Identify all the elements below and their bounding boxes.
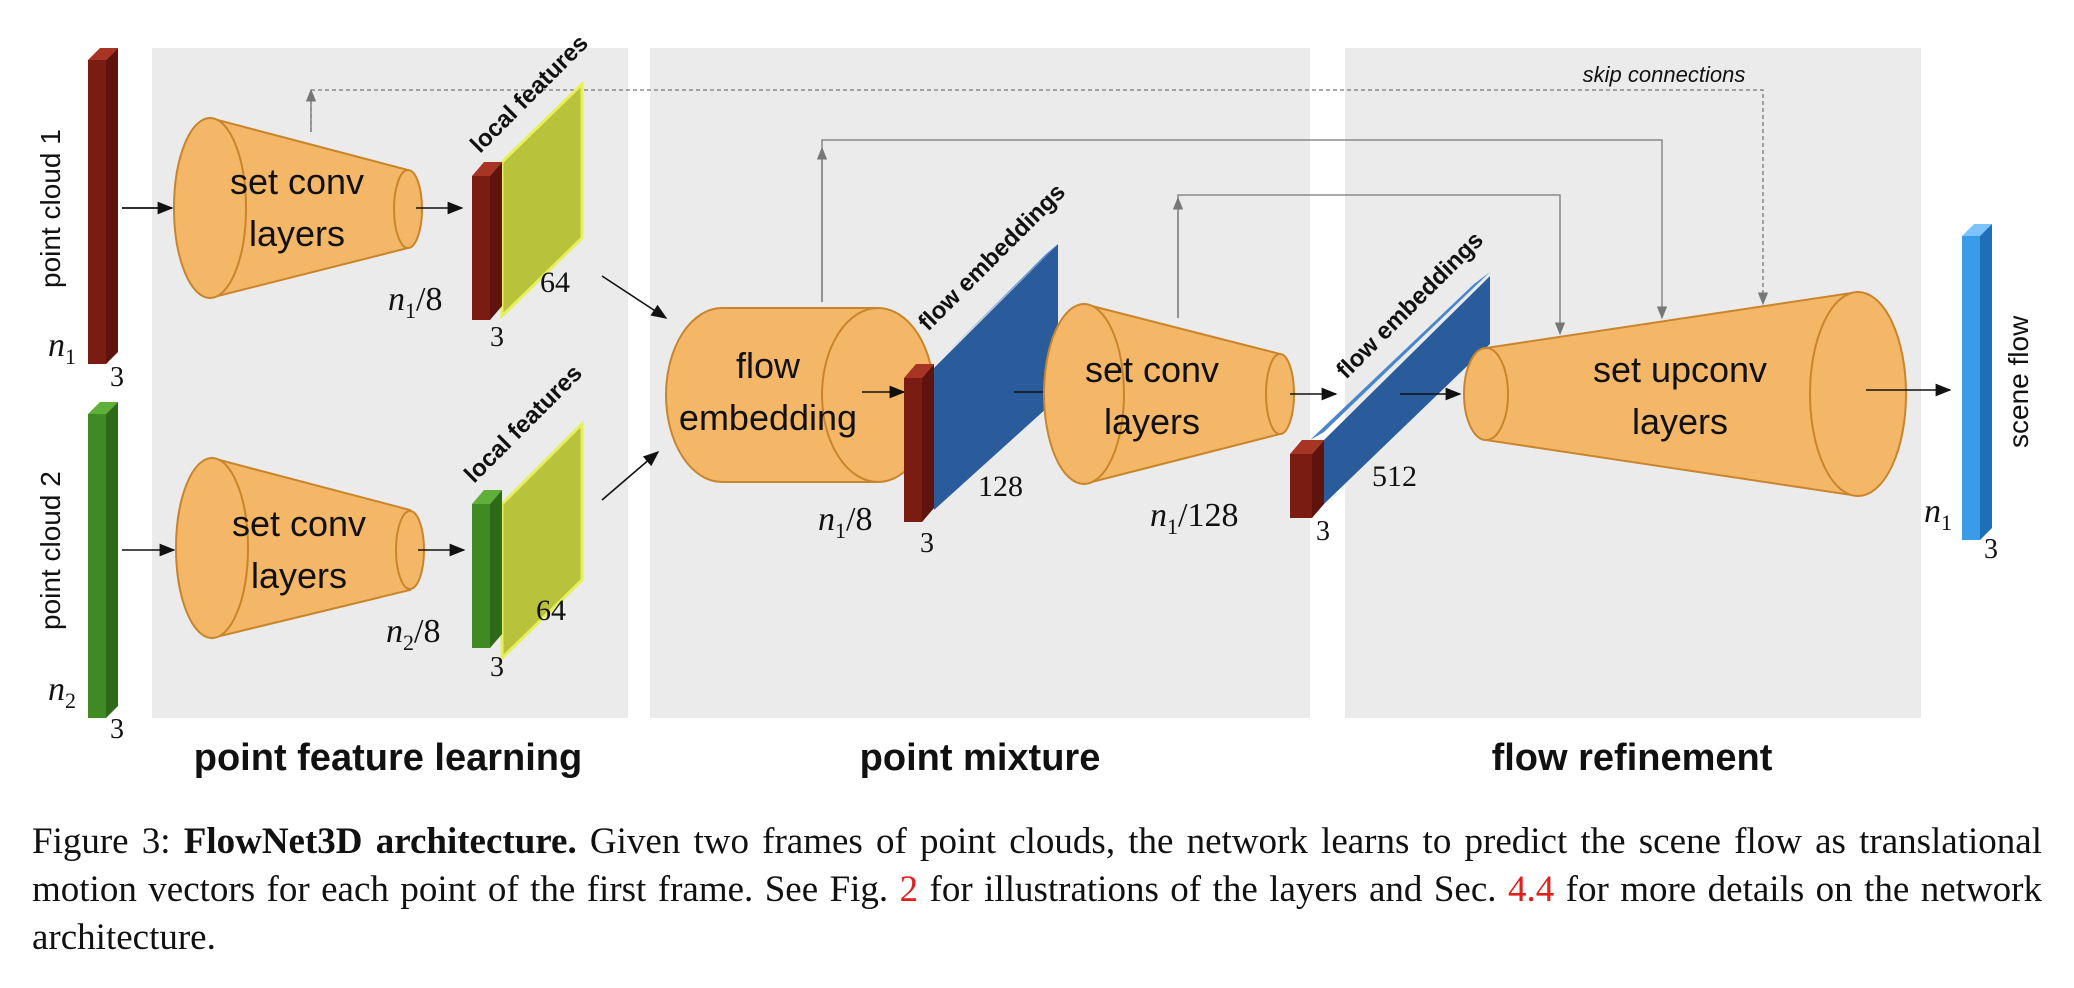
feature-128-label: 128 bbox=[978, 470, 1023, 503]
three-label-3: 3 bbox=[920, 528, 934, 559]
section-title-feature-learning: point feature learning bbox=[194, 737, 582, 779]
set-conv-block-3 bbox=[1043, 302, 1295, 486]
arrow-features1-flow bbox=[601, 275, 668, 319]
set-upconv-block bbox=[1463, 290, 1907, 498]
set-conv-2-line2: layers bbox=[251, 555, 347, 596]
caption-figure-ref[interactable]: 2 bbox=[899, 869, 919, 910]
set-conv-3-line1: set conv bbox=[1085, 349, 1219, 390]
feature-512-label: 512 bbox=[1372, 460, 1417, 493]
flow-embedding-block bbox=[665, 307, 935, 483]
caption-text-3: for more details on the network architec… bbox=[32, 869, 2042, 958]
caption-section-ref[interactable]: 4.4 bbox=[1507, 869, 1555, 910]
point-cloud-2-label: point cloud 2 bbox=[35, 471, 66, 630]
point-cloud-1-label: point cloud 1 bbox=[35, 129, 66, 288]
feature-64-label-2: 64 bbox=[536, 594, 566, 627]
feature-64-label-1: 64 bbox=[540, 266, 570, 299]
point-cloud-1-bar bbox=[88, 48, 118, 364]
flow-embedding-line1: flow bbox=[736, 345, 801, 386]
dim-label-1: 3 bbox=[110, 362, 124, 393]
section-title-flow-refinement: flow refinement bbox=[1492, 737, 1773, 779]
scene-flow-output-bar bbox=[1962, 224, 1992, 540]
output-n1-label: n1 bbox=[1924, 493, 1952, 535]
arrow-features2-flow bbox=[601, 450, 660, 501]
set-conv-3-line2: layers bbox=[1104, 401, 1200, 442]
set-conv-block-1 bbox=[173, 116, 423, 300]
skip-connections bbox=[305, 88, 1769, 336]
n1-label: n1 bbox=[48, 327, 76, 369]
three-label-4: 3 bbox=[1316, 516, 1330, 547]
architecture-diagram: skip connections point cloud 1 n1 3 poin… bbox=[35, 30, 2034, 779]
output-dim-label: 3 bbox=[1984, 534, 1998, 565]
conv-n1-128-label: n1/128 bbox=[1150, 497, 1238, 539]
caption-text-1: Given two frames of point clouds, the ne… bbox=[32, 821, 2042, 910]
set-conv-1-line1: set conv bbox=[230, 161, 364, 202]
set-conv-1-line2: layers bbox=[249, 213, 345, 254]
n2-8-label: n2/8 bbox=[386, 613, 440, 655]
flow-embedding-line2: embedding bbox=[679, 397, 857, 438]
set-conv-2-line1: set conv bbox=[232, 503, 366, 544]
three-label-2: 3 bbox=[490, 652, 504, 683]
caption-prefix: Figure 3: bbox=[32, 821, 184, 862]
caption-text-2: for illustrations of the layers and Sec. bbox=[918, 869, 1508, 910]
flow-embeddings-block-1 bbox=[904, 244, 1058, 522]
skip-connections-label: skip connections bbox=[1583, 62, 1746, 87]
caption-title: FlowNet3D architecture. bbox=[183, 821, 577, 862]
set-upconv-line2: layers bbox=[1632, 401, 1728, 442]
mix-n1-8-label: n1/8 bbox=[818, 501, 872, 543]
figure-caption: Figure 3: FlowNet3D architecture. Given … bbox=[32, 818, 2042, 962]
n1-8-label: n1/8 bbox=[388, 281, 442, 323]
section-title-point-mixture: point mixture bbox=[860, 737, 1101, 779]
flow-embeddings-block-2 bbox=[1290, 272, 1490, 518]
local-features-block-2 bbox=[472, 420, 584, 662]
dim-label-2: 3 bbox=[110, 714, 124, 745]
set-upconv-line1: set upconv bbox=[1593, 349, 1767, 390]
scene-flow-label: scene flow bbox=[2003, 315, 2034, 448]
set-conv-block-2 bbox=[175, 456, 425, 640]
n2-label: n2 bbox=[48, 671, 76, 713]
point-cloud-2-bar bbox=[88, 402, 118, 718]
three-label-1: 3 bbox=[490, 322, 504, 353]
local-features-block-1 bbox=[472, 80, 584, 320]
